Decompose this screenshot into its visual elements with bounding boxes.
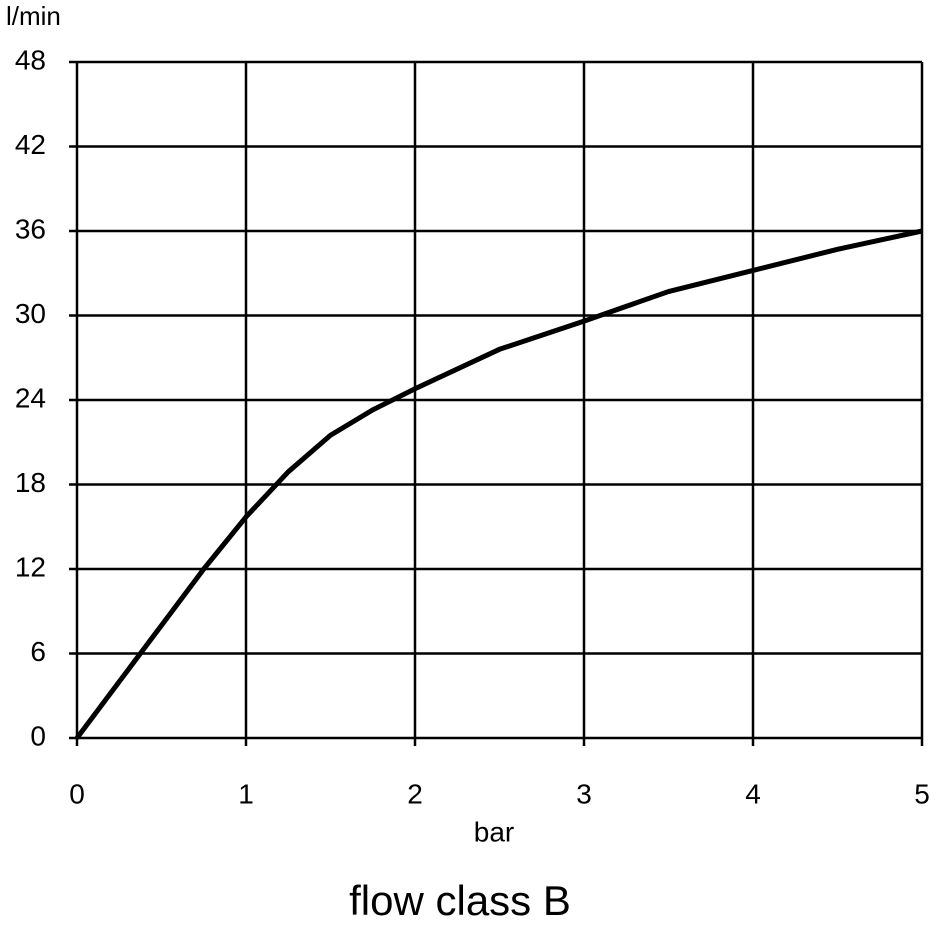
y-tick-label: 24 bbox=[15, 382, 46, 413]
y-tick-label: 48 bbox=[15, 44, 46, 75]
data-line bbox=[75, 228, 923, 740]
x-axis-label: bar bbox=[474, 816, 514, 847]
x-tick-label: 2 bbox=[407, 778, 423, 809]
y-tick-label: 12 bbox=[15, 551, 46, 582]
x-tick-label: 1 bbox=[238, 778, 254, 809]
chart-title: flow class B bbox=[349, 877, 571, 924]
y-tick-label: 0 bbox=[30, 720, 46, 751]
y-tick-label: 42 bbox=[15, 129, 46, 160]
x-tick-label: 0 bbox=[69, 778, 85, 809]
y-axis-label: l/min bbox=[6, 1, 61, 31]
y-tick-label: 6 bbox=[30, 636, 46, 667]
y-tick-label: 30 bbox=[15, 298, 46, 329]
y-tick-label: 36 bbox=[15, 213, 46, 244]
x-tick-label: 3 bbox=[576, 778, 592, 809]
y-tick-label: 18 bbox=[15, 467, 46, 498]
x-tick-label: 4 bbox=[745, 778, 761, 809]
x-tick-label: 5 bbox=[914, 778, 930, 809]
